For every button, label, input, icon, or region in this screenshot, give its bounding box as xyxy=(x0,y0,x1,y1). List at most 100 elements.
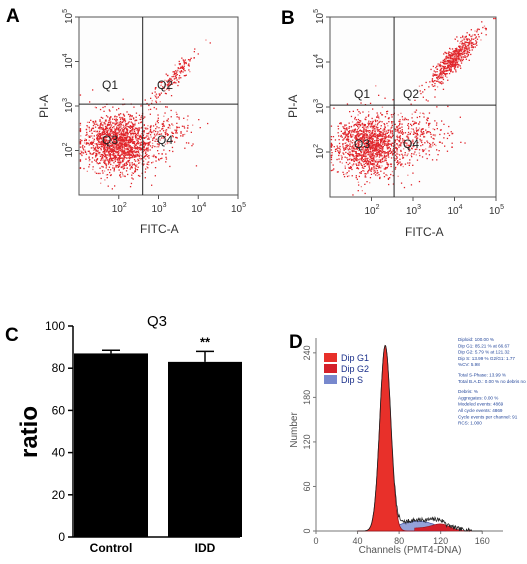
event-dot xyxy=(358,132,360,135)
event-dot xyxy=(180,70,183,73)
event-dot xyxy=(106,132,109,134)
event-dot xyxy=(139,144,141,146)
event-dot xyxy=(116,145,118,147)
event-dot xyxy=(439,73,441,75)
event-dot xyxy=(352,129,354,131)
event-dot xyxy=(451,142,453,144)
event-dot xyxy=(122,175,124,177)
event-dot xyxy=(124,156,126,159)
event-dot xyxy=(380,135,383,137)
event-dot xyxy=(99,172,101,175)
event-dot xyxy=(446,62,449,65)
event-dot xyxy=(438,141,441,143)
event-dot xyxy=(145,168,147,170)
event-dot xyxy=(116,134,118,136)
event-dot xyxy=(384,151,386,153)
event-dot xyxy=(455,59,458,61)
event-dot xyxy=(356,133,358,135)
event-dot xyxy=(399,161,401,163)
event-dot xyxy=(337,171,339,173)
event-dot xyxy=(460,49,462,52)
event-dot xyxy=(146,132,148,135)
event-dot xyxy=(406,135,408,137)
event-dot xyxy=(126,136,129,138)
event-dot xyxy=(384,140,386,143)
event-dot xyxy=(122,173,124,176)
event-dot xyxy=(351,164,353,166)
y-tick-label: 104 xyxy=(62,53,75,68)
bar-chart-title: Q3 xyxy=(147,313,167,330)
event-dot xyxy=(177,81,180,83)
event-dot xyxy=(358,164,360,166)
event-dot xyxy=(86,170,88,172)
event-dot xyxy=(354,128,357,131)
event-dot xyxy=(123,163,126,165)
event-dot xyxy=(113,155,115,157)
event-dot xyxy=(84,138,86,140)
event-dot xyxy=(107,143,109,145)
event-dot xyxy=(453,55,455,57)
event-dot xyxy=(112,152,115,154)
event-dot xyxy=(390,114,393,116)
event-dot xyxy=(130,138,132,141)
event-dot xyxy=(354,148,356,150)
event-dot xyxy=(148,164,150,166)
event-dot xyxy=(449,68,451,70)
event-dot xyxy=(344,124,346,126)
event-dot xyxy=(199,127,201,129)
event-dot xyxy=(376,124,378,126)
event-dot xyxy=(350,126,352,128)
event-dot xyxy=(173,71,175,73)
event-dot xyxy=(363,126,365,128)
event-dot xyxy=(354,130,356,132)
event-dot xyxy=(171,83,173,85)
event-dot xyxy=(428,131,430,133)
event-dot xyxy=(149,134,152,136)
event-dot xyxy=(370,137,372,139)
y-tick-label: 102 xyxy=(62,142,75,157)
event-dot xyxy=(448,51,450,53)
event-dot xyxy=(85,128,88,131)
event-dot xyxy=(95,143,98,145)
event-dot xyxy=(410,103,412,105)
event-dot xyxy=(337,128,340,130)
event-dot xyxy=(357,145,359,147)
event-dot xyxy=(428,150,430,152)
event-dot xyxy=(460,52,463,54)
event-dot xyxy=(383,123,385,125)
event-dot xyxy=(452,71,454,73)
event-dot xyxy=(96,145,98,147)
event-dot xyxy=(437,63,439,65)
event-dot xyxy=(456,36,458,38)
event-dot xyxy=(452,53,454,56)
event-dot xyxy=(443,53,445,55)
event-dot xyxy=(348,151,350,153)
event-dot xyxy=(466,38,468,40)
event-dot xyxy=(358,136,360,138)
event-dot xyxy=(191,145,193,147)
event-dot xyxy=(485,27,487,30)
event-dot xyxy=(468,43,470,46)
event-dot xyxy=(114,130,116,132)
event-dot xyxy=(365,116,367,118)
event-dot xyxy=(138,138,140,140)
event-dot xyxy=(134,129,136,131)
event-dot xyxy=(460,60,462,62)
event-dot xyxy=(143,142,145,144)
event-dot xyxy=(345,145,347,147)
event-dot xyxy=(129,130,131,132)
event-dot xyxy=(474,34,476,36)
event-dot xyxy=(138,130,140,132)
event-dot xyxy=(90,135,92,137)
event-dot xyxy=(122,118,124,120)
event-dot xyxy=(366,130,368,132)
event-dot xyxy=(120,148,122,151)
event-dot xyxy=(349,155,351,157)
event-dot xyxy=(122,139,125,141)
event-dot xyxy=(107,124,109,126)
event-dot xyxy=(425,153,427,155)
event-dot xyxy=(159,101,161,103)
event-dot xyxy=(459,49,461,52)
